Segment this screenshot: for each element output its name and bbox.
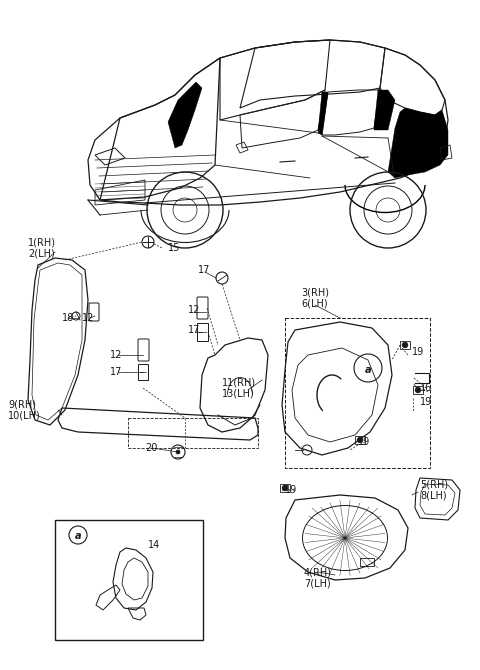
Text: 17: 17 xyxy=(188,325,200,335)
Text: 4(RH)
7(LH): 4(RH) 7(LH) xyxy=(304,567,332,589)
Circle shape xyxy=(176,450,180,454)
Bar xyxy=(285,318,430,468)
Text: 19: 19 xyxy=(412,347,424,357)
Circle shape xyxy=(282,485,288,491)
Circle shape xyxy=(402,342,408,348)
Text: 12: 12 xyxy=(110,350,122,360)
Polygon shape xyxy=(388,108,448,178)
Bar xyxy=(360,558,374,566)
Bar xyxy=(138,364,148,380)
Text: 18: 18 xyxy=(62,313,74,323)
Text: 20: 20 xyxy=(145,443,157,453)
Bar xyxy=(128,418,258,448)
Text: 11(RH)
13(LH): 11(RH) 13(LH) xyxy=(222,377,256,399)
Text: 16: 16 xyxy=(420,383,432,393)
Text: 19: 19 xyxy=(358,437,370,447)
Text: 9(RH)
10(LH): 9(RH) 10(LH) xyxy=(8,399,41,421)
Bar xyxy=(197,323,208,341)
Bar xyxy=(355,436,365,444)
Text: 3(RH)
6(LH): 3(RH) 6(LH) xyxy=(301,287,329,309)
Text: 14: 14 xyxy=(148,540,160,550)
Bar xyxy=(55,520,203,640)
Circle shape xyxy=(357,437,363,443)
Text: 19: 19 xyxy=(285,485,297,495)
Polygon shape xyxy=(374,90,395,130)
Text: 17: 17 xyxy=(198,265,210,275)
Bar xyxy=(280,484,290,492)
Text: 15: 15 xyxy=(168,243,180,253)
Text: a: a xyxy=(365,365,372,375)
Text: 1(RH)
2(LH): 1(RH) 2(LH) xyxy=(28,237,56,259)
Text: 5(RH)
8(LH): 5(RH) 8(LH) xyxy=(420,479,448,500)
Text: 19: 19 xyxy=(420,397,432,407)
Text: a: a xyxy=(75,531,81,541)
Bar xyxy=(413,386,423,394)
Polygon shape xyxy=(318,92,328,135)
Polygon shape xyxy=(168,82,202,148)
Text: 12: 12 xyxy=(188,305,200,315)
Circle shape xyxy=(415,387,421,393)
Text: 17: 17 xyxy=(110,367,122,377)
Text: 12: 12 xyxy=(82,313,95,323)
Bar xyxy=(400,341,410,349)
